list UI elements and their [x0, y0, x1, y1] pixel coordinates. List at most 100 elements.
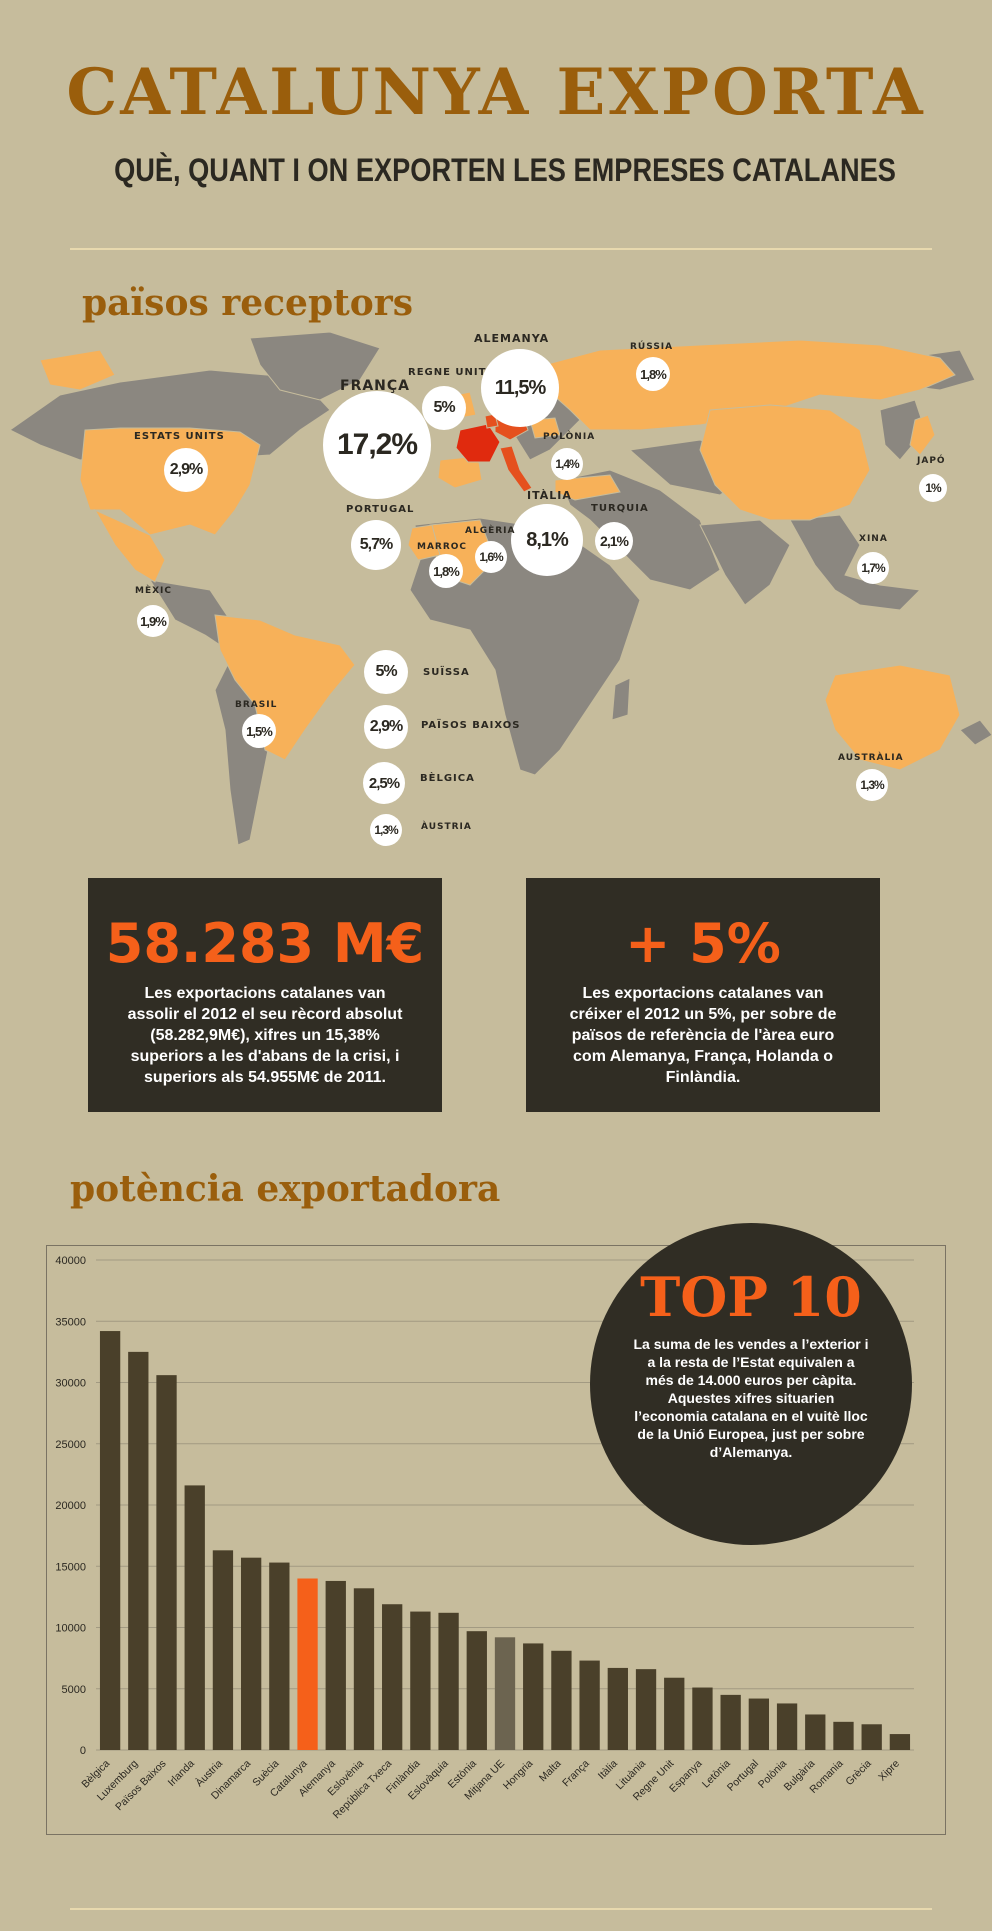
- bar-eslovènia: [353, 1588, 375, 1750]
- bubble-alemanya: 11,5%: [481, 349, 559, 427]
- map-section-heading: països receptors: [82, 282, 413, 324]
- top10-circle: TOP 10 La suma de les vendes a l’exterio…: [590, 1223, 912, 1545]
- map-alaska: [39, 349, 116, 391]
- stat-growth-text: Les exportacions catalanes van créixer e…: [569, 985, 837, 1086]
- label-mexic: MÈXIC: [135, 586, 172, 596]
- map-poland: [529, 417, 561, 439]
- bar-xipre: [889, 1734, 911, 1750]
- bar-estònia: [466, 1631, 487, 1750]
- y-tick-label: 15000: [55, 1561, 86, 1573]
- bar-bèlgica: [99, 1331, 121, 1750]
- label-italia: ITÀLIA: [527, 489, 572, 502]
- bubble-italia: 8,1%: [511, 504, 583, 576]
- y-tick-label: 5000: [62, 1684, 86, 1696]
- map-japan: [909, 414, 936, 456]
- bar-catalunya: [297, 1578, 318, 1750]
- label-suissa: SUÏSSA: [423, 667, 470, 678]
- label-xina: XINA: [859, 534, 888, 544]
- label-turquia: TURQUIA: [591, 503, 649, 514]
- y-tick-label: 35000: [55, 1316, 86, 1328]
- stat-record-text: Les exportacions catalanes van assolir e…: [127, 985, 403, 1086]
- bubble-turquia: 2,1%: [595, 522, 633, 560]
- map-australia: [824, 664, 961, 771]
- bar-suècia: [269, 1562, 290, 1750]
- bar-àustria: [212, 1550, 234, 1750]
- world-map: [9, 331, 992, 846]
- label-belgica: BÈLGICA: [420, 773, 475, 784]
- page-title: CATALUNYA EXPORTA: [66, 55, 926, 130]
- bar-mitjana-ue: [494, 1637, 516, 1750]
- bar-espanya: [692, 1687, 713, 1750]
- label-austria: ÀUSTRIA: [421, 822, 472, 832]
- bar-bulgària: [805, 1714, 826, 1750]
- label-regne-unit: REGNE UNIT: [408, 367, 487, 378]
- bar-romania: [833, 1721, 854, 1750]
- bar-alemanya: [325, 1580, 346, 1750]
- map-new-zealand: [959, 719, 992, 746]
- y-tick-label: 20000: [55, 1500, 86, 1512]
- bubble-algeria: 1,6%: [475, 541, 507, 573]
- bubble-marroc: 1,8%: [429, 554, 463, 588]
- label-polonia: POLÒNIA: [543, 432, 596, 442]
- label-marroc: MARROC: [417, 542, 468, 552]
- label-russia: RÚSSIA: [630, 342, 674, 352]
- label-australia: AUSTRÀLIA: [838, 753, 904, 763]
- bubble-polonia: 1,4%: [551, 448, 583, 480]
- bar-itàlia: [607, 1667, 628, 1750]
- bubble-estats-units: 2,9%: [164, 448, 208, 492]
- bubble-brasil: 1,5%: [242, 714, 276, 748]
- bar-irlanda: [184, 1485, 205, 1750]
- bar-lituània: [635, 1669, 657, 1750]
- bubble-paisos-baixos: 2,9%: [364, 705, 408, 749]
- bottom-divider: [70, 1908, 932, 1910]
- map-morocco: [407, 524, 441, 561]
- bar-letònia: [720, 1694, 741, 1750]
- bubble-russia: 1,8%: [636, 357, 670, 391]
- label-paisos-baixos: PAÏSOS BAIXOS: [421, 720, 521, 731]
- chart-section-heading: potència exportadora: [70, 1168, 501, 1210]
- bubble-regne-unit: 5%: [422, 386, 466, 430]
- export-bar-chart: 0 5000 10000 15000 20000 25000 30000 35000 40000…: [46, 1245, 946, 1835]
- y-tick-label: 0: [80, 1745, 86, 1757]
- bubble-xina: 1,7%: [857, 552, 889, 584]
- y-tick-label: 25000: [55, 1439, 86, 1451]
- bubble-japo: 1%: [919, 474, 947, 502]
- bar-hongria: [523, 1643, 544, 1750]
- stat-growth-value: + 5%: [625, 912, 781, 975]
- bar-malta: [551, 1650, 572, 1750]
- bar-frança: [579, 1660, 600, 1750]
- top10-text: La suma de les vendes a l’exterior i a l…: [633, 1336, 869, 1460]
- bubble-belgica: 2,5%: [363, 762, 405, 804]
- bar-eslovàquia: [438, 1612, 459, 1750]
- bar-finlàndia: [410, 1611, 431, 1750]
- bubble-franca: 17,2%: [323, 391, 431, 499]
- bubble-suissa: 5%: [364, 650, 408, 694]
- bar-república-txeca: [382, 1604, 403, 1750]
- bar-grècia: [861, 1724, 882, 1750]
- page-subtitle: QUÈ, QUANT I ON EXPORTEN LES EMPRESES CA…: [114, 152, 896, 188]
- y-tick-label: 40000: [55, 1255, 86, 1267]
- map-china: [699, 404, 871, 521]
- map-mexico: [93, 508, 166, 583]
- map-brazil: [214, 614, 356, 761]
- top10-title: TOP 10: [640, 1265, 862, 1329]
- label-portugal: PORTUGAL: [346, 504, 415, 515]
- map-france: [455, 423, 501, 463]
- label-japo: JAPÓ: [917, 456, 946, 466]
- stat-record-value: 58.283 M€: [105, 912, 425, 975]
- bubble-mexic: 1,9%: [137, 605, 169, 637]
- divider: [70, 248, 932, 250]
- map-italy: [499, 445, 533, 493]
- bar-dinamarca: [240, 1557, 262, 1750]
- bar-països-baixos: [156, 1375, 177, 1750]
- map-india: [699, 519, 791, 606]
- bubble-portugal: 5,7%: [351, 520, 401, 570]
- map-turkey: [554, 474, 621, 501]
- map-greenland: [249, 331, 381, 401]
- y-tick-label: 30000: [55, 1378, 86, 1390]
- label-franca: FRANÇA: [340, 378, 411, 394]
- bar-portugal: [748, 1698, 770, 1750]
- label-algeria: ALGÈRIA: [465, 526, 516, 536]
- map-southeast-asia: [789, 514, 922, 611]
- map-middle-east: [559, 469, 721, 591]
